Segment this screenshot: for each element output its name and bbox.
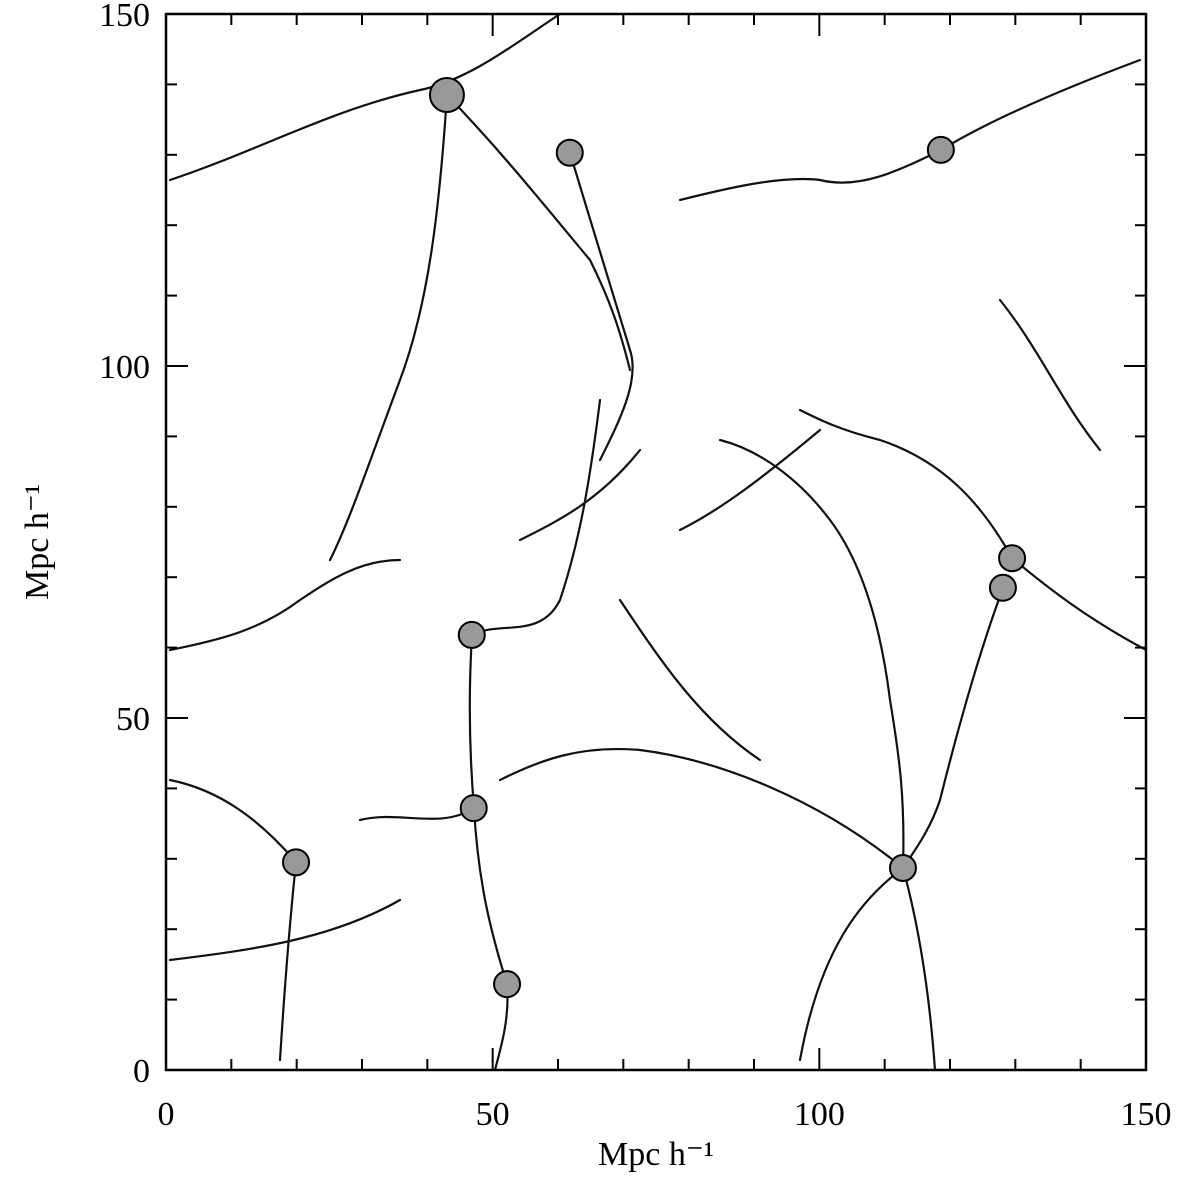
y-tick-label: 100: [99, 349, 150, 386]
x-tick-label: 150: [1121, 1096, 1172, 1133]
cluster-point: [282, 848, 311, 877]
x-tick-label: 50: [476, 1096, 510, 1133]
cluster-point: [493, 970, 522, 999]
cluster-point: [988, 573, 1017, 602]
y-tick-label: 0: [133, 1053, 150, 1090]
cluster-point: [926, 135, 955, 164]
y-tick-label: 50: [116, 701, 150, 738]
cluster-point: [459, 794, 488, 823]
cluster-point: [888, 853, 917, 882]
plot-frame: [164, 12, 1148, 1072]
x-tick-label: 0: [158, 1096, 175, 1133]
cluster-point: [998, 544, 1027, 573]
y-tick-label: 150: [99, 0, 150, 34]
x-axis-label: Mpc h⁻¹: [598, 1136, 714, 1173]
x-tick-label: 100: [794, 1096, 845, 1133]
filament-texture: [168, 12, 1148, 1072]
cluster-point: [555, 138, 584, 167]
cluster-point: [428, 76, 465, 113]
y-axis-label: Mpc h⁻¹: [19, 484, 56, 600]
cluster-point: [457, 620, 486, 649]
